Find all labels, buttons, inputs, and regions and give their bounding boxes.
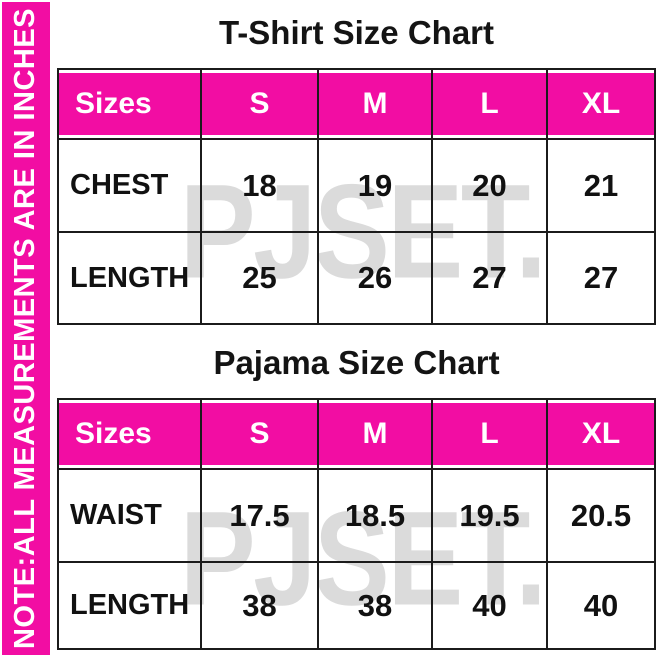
tshirt-header-xl: XL [548,70,654,140]
measurement-note-text: NOTE:ALL MEASUREMENTS ARE IN INCHES [9,7,42,650]
tshirt-length-xl: 27 [583,260,619,295]
tshirt-row-length-label: LENGTH [59,233,202,323]
pajama-waist-l: 19.5 [433,470,548,563]
pajama-length-m: 38 [319,563,433,648]
tshirt-row-chest-label: CHEST [59,140,202,233]
pajama-header-s: S [202,400,319,470]
tshirt-chest-s: 18 [202,140,319,233]
tshirt-header-m: M [319,70,433,140]
pajama-length-l: 40 [433,563,548,648]
pajama-waist-xl: 20.5 [548,470,654,563]
tshirt-size-table: PJSET. Sizes S M L XL CHEST 18 19 20 21 … [57,68,656,325]
pajama-header-l: L [433,400,548,470]
tshirt-chest-xl: 21 [548,140,654,233]
pajama-waist-s: 17.5 [202,470,319,563]
pajama-waist-m: 18.5 [319,470,433,563]
pajama-chart-title: Pajama Size Chart [213,344,500,381]
tshirt-header-l: L [433,70,548,140]
pajama-header-m: M [319,400,433,470]
tshirt-length-m: 26 [319,233,433,323]
tshirt-chest-m: 19 [319,140,433,233]
tshirt-length-s: 25 [202,233,319,323]
tshirt-chart-title: T-Shirt Size Chart [218,14,495,51]
pajama-length-s: 38 [202,563,319,648]
pajama-length-xl: 40 [583,587,619,623]
tshirt-header-s: S [202,70,319,140]
tshirt-header-sizes: Sizes [59,70,202,140]
pajama-row-waist-label: WAIST [59,470,202,563]
tshirt-length-l: 27 [433,233,548,323]
pajama-header-sizes: Sizes [59,400,202,470]
pajama-row-length-label: LENGTH [59,563,202,648]
pajama-header-xl: XL [548,400,654,470]
measurement-note-banner: NOTE:ALL MEASUREMENTS ARE IN INCHES [2,2,50,655]
pajama-size-table: PJSET. Sizes S M L XL WAIST 17.5 18.5 19… [57,398,656,650]
tshirt-chest-l: 20 [433,140,548,233]
